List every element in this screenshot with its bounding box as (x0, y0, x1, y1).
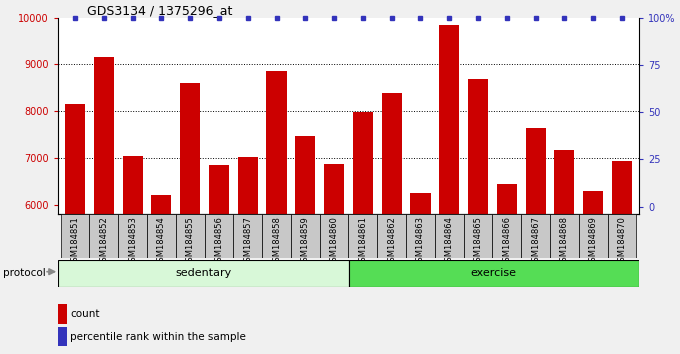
Text: GSM184865: GSM184865 (473, 216, 483, 267)
Text: GSM184851: GSM184851 (71, 216, 80, 267)
Text: GSM184859: GSM184859 (301, 216, 310, 267)
Bar (233, 214, 262, 258)
Bar (492, 214, 521, 258)
Text: GSM184860: GSM184860 (330, 216, 339, 267)
Bar (209, 165, 229, 354)
Text: exercise: exercise (471, 268, 517, 279)
Text: GSM184864: GSM184864 (445, 216, 454, 267)
Bar (550, 214, 579, 258)
Bar (521, 214, 550, 258)
Bar (152, 195, 171, 354)
Text: count: count (70, 309, 99, 319)
Bar (295, 136, 316, 354)
Bar (180, 83, 201, 354)
Bar (377, 214, 406, 258)
Text: GSM184868: GSM184868 (560, 216, 569, 267)
Bar (94, 57, 114, 354)
Text: GSM184852: GSM184852 (99, 216, 108, 267)
Bar (554, 150, 575, 354)
Bar (348, 214, 377, 258)
Bar (579, 214, 607, 258)
Bar (118, 214, 147, 258)
Bar (61, 214, 90, 258)
Bar (262, 214, 291, 258)
Bar (238, 156, 258, 354)
Bar (90, 214, 118, 258)
Bar (176, 214, 205, 258)
Text: GDS3134 / 1375296_at: GDS3134 / 1375296_at (87, 4, 233, 17)
Bar (464, 214, 492, 258)
Bar (353, 112, 373, 354)
Text: GSM184869: GSM184869 (589, 216, 598, 267)
Text: GSM184867: GSM184867 (531, 216, 540, 267)
Text: percentile rank within the sample: percentile rank within the sample (70, 332, 246, 342)
Text: protocol: protocol (3, 268, 46, 278)
Bar (324, 164, 344, 354)
Bar (381, 92, 402, 354)
Bar (496, 184, 517, 354)
Text: GSM184855: GSM184855 (186, 216, 194, 267)
Bar (122, 156, 143, 354)
Bar (291, 214, 320, 258)
Text: GSM184858: GSM184858 (272, 216, 281, 267)
Bar (58, 260, 348, 287)
Text: sedentary: sedentary (175, 268, 231, 279)
Bar (468, 79, 488, 354)
Text: GSM184862: GSM184862 (387, 216, 396, 267)
Text: GSM184856: GSM184856 (214, 216, 224, 267)
Text: GSM184853: GSM184853 (128, 216, 137, 267)
Text: GSM184870: GSM184870 (617, 216, 626, 267)
Text: GSM184861: GSM184861 (358, 216, 367, 267)
Bar (439, 25, 459, 354)
Bar (583, 191, 603, 354)
Bar (205, 214, 233, 258)
Bar (435, 214, 464, 258)
Bar (526, 128, 545, 354)
Bar (406, 214, 435, 258)
Text: GSM184857: GSM184857 (243, 216, 252, 267)
Bar (348, 260, 639, 287)
Bar (147, 214, 176, 258)
Text: GSM184866: GSM184866 (503, 216, 511, 267)
Bar (320, 214, 348, 258)
Text: GSM184863: GSM184863 (416, 216, 425, 267)
Bar (612, 161, 632, 354)
Bar (411, 193, 430, 354)
Bar (267, 72, 286, 354)
Bar (65, 104, 85, 354)
Bar (607, 214, 636, 258)
Text: GSM184854: GSM184854 (157, 216, 166, 267)
